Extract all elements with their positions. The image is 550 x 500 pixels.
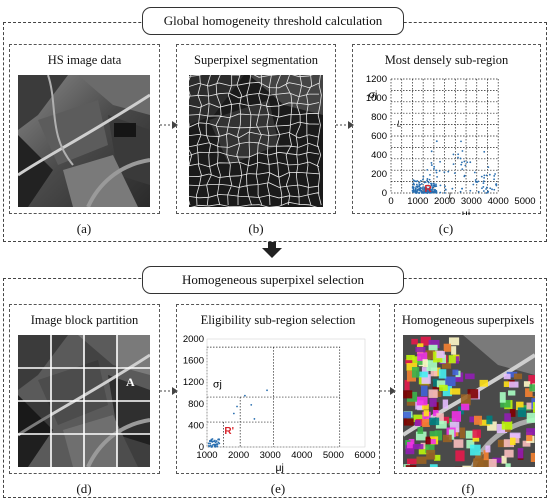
y-tick-c-2: 400 — [371, 150, 387, 161]
axis-box-e — [206, 338, 366, 448]
panel-a-title: HS image data — [47, 53, 122, 67]
x-axis-label-e: μj — [275, 462, 283, 474]
x-tick-c-1: 1000 — [407, 196, 428, 207]
x-tick-c-0: 0 — [388, 196, 393, 207]
panel-eligibility-subregion: Eligibility sub-region selection 1000 200… — [176, 304, 380, 474]
y-tick-e-5: 2000 — [183, 334, 204, 345]
homogeneous-selection-title: Homogeneous superpixel selection — [142, 266, 404, 294]
panel-c-title: Most densely sub-region — [384, 53, 509, 67]
y-tick-e-3: 1200 — [183, 377, 204, 388]
y-tick-c-4: 800 — [371, 112, 387, 123]
y-tick-c-1: 200 — [371, 169, 387, 180]
scatter-chart-c: 0 1000 2000 3000 4000 5000 0 200 400 600 800 1000 12… — [366, 74, 536, 215]
x-axis-label-c: μj — [462, 208, 470, 215]
caption-f: (f) — [461, 481, 475, 496]
y-tick-c-5: 1000 — [366, 93, 387, 104]
superpixel-image — [189, 75, 323, 207]
x-tick-e-4: 5000 — [323, 450, 344, 461]
x-tick-c-3: 3000 — [461, 196, 482, 207]
x-tick-e-5: 6000 — [354, 450, 375, 461]
panel-block-partition: Image block partition A — [9, 304, 160, 474]
caption-a: (a) — [76, 221, 92, 236]
panel-hs-image: HS image data — [9, 44, 160, 214]
panel-dense-subregion: Most densely sub-region 0 1000 2000 3000 400… — [352, 44, 541, 215]
x-tick-e-0: 1000 — [196, 450, 217, 461]
region-label-r: R — [425, 184, 433, 195]
caption-e: (e) — [270, 481, 286, 496]
panel-d-title: Image block partition — [30, 313, 139, 327]
block-partition-image: A — [18, 335, 150, 467]
scatter-chart-e: 1000 2000 3000 4000 5000 6000 0 400 800 1200 1600 2… — [183, 334, 376, 474]
points-c — [411, 140, 498, 194]
homogeneous-superpixel-image — [403, 335, 535, 467]
points-e — [207, 389, 268, 448]
hs-image — [18, 75, 150, 207]
region-label-r-prime: R' — [224, 426, 234, 437]
superpixel-boundaries — [189, 75, 322, 207]
panel-b-title: Superpixel segmentation — [194, 53, 318, 67]
x-tick-e-2: 3000 — [260, 450, 281, 461]
grid-c — [390, 78, 499, 194]
x-tick-e-1: 2000 — [228, 450, 249, 461]
panel-homogeneous-superpixels: Homogeneous superpixels — [394, 304, 542, 474]
arrow-e-to-f — [380, 387, 396, 395]
y-tick-e-2: 800 — [188, 399, 204, 410]
x-tick-e-3: 4000 — [291, 450, 312, 461]
down-arrow — [262, 242, 282, 258]
y-tick-c-3: 600 — [371, 131, 387, 142]
l-marker-left: L — [397, 120, 401, 129]
panel-f-title: Homogeneous superpixels — [401, 313, 535, 327]
y-tick-c-6: 1200 — [366, 74, 387, 85]
y-axis-label-e: σj — [213, 379, 222, 391]
l-marker-bottom: L — [449, 192, 453, 201]
x-tick-c-4: 4000 — [488, 196, 509, 207]
y-tick-e-4: 1600 — [183, 356, 204, 367]
arrow-b-to-c — [336, 121, 354, 129]
panel-superpixel: Superpixel segmentation — [176, 44, 336, 214]
y-tick-e-1: 400 — [188, 420, 204, 431]
block-label-a: A — [126, 375, 135, 389]
y-tick-e-0: 0 — [199, 442, 204, 453]
caption-b: (b) — [248, 221, 264, 236]
arrow-d-to-e — [160, 387, 178, 395]
arrow-a-to-b — [160, 121, 178, 129]
panel-e-title: Eligibility sub-region selection — [200, 313, 356, 327]
caption-d: (d) — [76, 481, 92, 496]
global-threshold-title: Global homogeneity threshold calculation — [142, 7, 404, 35]
x-tick-c-5: 5000 — [514, 196, 535, 207]
caption-c: (c) — [438, 221, 454, 236]
x-tick-c-2: 2000 — [434, 196, 455, 207]
y-tick-c-0: 0 — [382, 188, 387, 199]
y-axis-label-c: σj — [369, 89, 378, 101]
colored-superpixels — [403, 336, 535, 467]
